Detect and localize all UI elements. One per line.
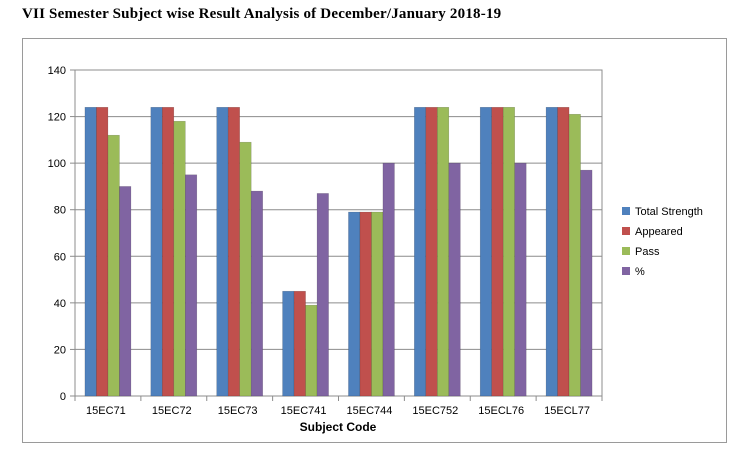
bar-pass — [371, 211, 384, 397]
legend-swatch — [622, 267, 630, 275]
y-tick-label: 20 — [54, 344, 66, 356]
bar-percent — [185, 174, 198, 397]
legend-swatch — [622, 207, 630, 215]
y-tick-label: 40 — [54, 298, 66, 310]
bar-appeared — [491, 107, 504, 397]
y-tick-label: 0 — [60, 391, 66, 403]
bar-pass — [173, 120, 186, 397]
x-tick-label: 15EC71 — [86, 405, 126, 417]
bar-appeared — [227, 107, 240, 397]
bar-pass — [568, 113, 581, 397]
legend-label: % — [635, 266, 645, 278]
x-tick-label: 15ECL77 — [544, 405, 590, 417]
bar-total-strength — [414, 107, 427, 397]
bar-pass — [305, 304, 318, 397]
bar-percent — [250, 190, 263, 397]
x-tick-label: 15EC73 — [218, 405, 258, 417]
bar-pass — [502, 107, 515, 397]
bar-appeared — [162, 107, 175, 397]
legend-label: Appeared — [635, 226, 683, 238]
bar-total-strength — [545, 107, 558, 397]
y-tick-label: 100 — [48, 158, 66, 170]
legend-label: Total Strength — [635, 206, 703, 218]
chart-title: VII Semester Subject wise Result Analysi… — [22, 6, 502, 22]
y-tick-label: 120 — [48, 112, 66, 124]
bar-appeared — [293, 290, 306, 397]
bar-total-strength — [84, 107, 97, 397]
y-tick-label: 80 — [54, 205, 66, 217]
bar-total-strength — [479, 107, 492, 397]
bar-total-strength — [150, 107, 163, 397]
x-tick-label: 15ECL76 — [478, 405, 524, 417]
bar-pass — [239, 141, 252, 397]
bar-pass — [437, 107, 450, 397]
bar-appeared — [557, 107, 570, 397]
x-tick-label: 15EC72 — [152, 405, 192, 417]
bar-appeared — [425, 107, 438, 397]
x-tick-label: 15EC744 — [347, 405, 393, 417]
y-tick-label: 140 — [48, 65, 66, 77]
bar-percent — [580, 169, 593, 397]
bar-pass — [107, 134, 120, 397]
bar-appeared — [359, 211, 372, 397]
legend-swatch — [622, 247, 630, 255]
bar-total-strength — [216, 107, 229, 397]
bar-total-strength — [282, 290, 295, 397]
bar-percent — [448, 162, 461, 397]
bar-percent — [119, 186, 132, 397]
x-tick-label: 15EC752 — [412, 405, 458, 417]
y-tick-label: 60 — [54, 251, 66, 263]
bar-percent — [316, 193, 329, 397]
bar-total-strength — [348, 211, 361, 397]
bar-percent — [382, 162, 395, 397]
x-tick-label: 15EC741 — [281, 405, 327, 417]
x-axis-title: Subject Code — [300, 420, 377, 434]
legend-swatch — [622, 227, 630, 235]
legend-label: Pass — [635, 246, 660, 258]
bar-appeared — [96, 107, 109, 397]
bar-percent — [514, 162, 527, 397]
